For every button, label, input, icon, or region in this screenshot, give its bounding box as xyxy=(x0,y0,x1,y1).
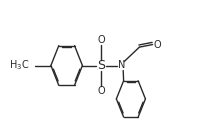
Text: S: S xyxy=(97,59,105,72)
Text: O: O xyxy=(97,86,105,96)
Text: N: N xyxy=(118,61,125,70)
Text: H$_3$C: H$_3$C xyxy=(8,59,29,72)
Text: O: O xyxy=(97,35,105,45)
Text: O: O xyxy=(154,40,161,50)
